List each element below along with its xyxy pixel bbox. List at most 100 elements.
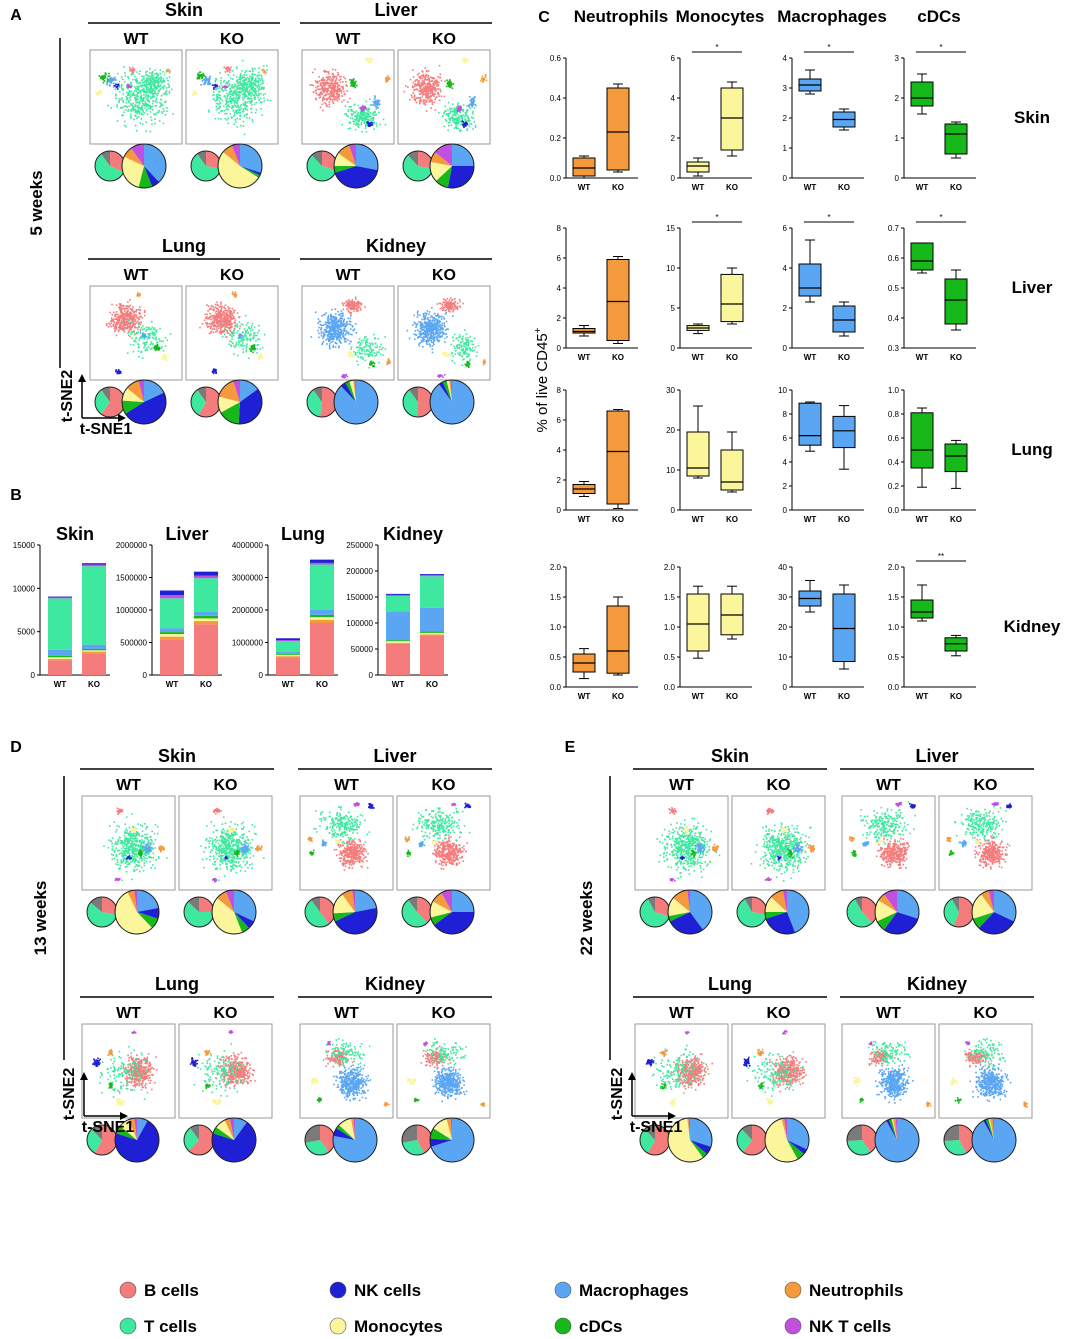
tsne-dot [337, 327, 339, 329]
tsne-dot [121, 318, 124, 321]
tsne-dot [143, 336, 146, 338]
tsne-dot [446, 79, 448, 81]
tsne-dot [134, 86, 136, 88]
tsne-dot [333, 97, 336, 99]
tsne-dot [138, 89, 140, 91]
tsne-dot [439, 76, 441, 79]
tsne-dot [134, 124, 137, 127]
tsne-dot [417, 82, 420, 85]
tsne-dot [239, 90, 242, 93]
tsne-dot [242, 339, 245, 341]
tsne-dot [145, 87, 148, 90]
tsne-dot [436, 326, 438, 329]
tsne-dot [423, 326, 425, 329]
tsne-dot [130, 104, 132, 106]
tsne-dot [140, 94, 143, 96]
tsne-dot [345, 300, 348, 303]
tsne-dot [223, 314, 226, 317]
tsne-dot [350, 113, 353, 115]
tsne-dot [210, 323, 212, 326]
tsne-dot [160, 111, 163, 113]
pie-slice [240, 166, 261, 176]
tsne-dot [333, 331, 335, 334]
tsne-dot [226, 92, 228, 95]
tsne-dot [338, 333, 340, 336]
tsne-dot [325, 103, 327, 105]
tsne-dot [219, 72, 221, 74]
tsne-dot [412, 86, 415, 89]
tsne-dot [436, 81, 438, 83]
tsne-dot [322, 96, 325, 98]
tsne-dot [421, 70, 423, 72]
tsne-dot [116, 104, 118, 106]
tsne-dot [430, 84, 432, 86]
tsne-dot [130, 321, 132, 323]
tsne-dot [237, 336, 240, 339]
tsne-dot [468, 117, 470, 120]
tsne-dot [220, 303, 222, 305]
tsne-dot [339, 334, 342, 336]
tsne-dot [232, 316, 234, 319]
tsne-dot [155, 92, 157, 95]
tsne-dot [127, 305, 129, 307]
tsne-dot [249, 102, 252, 104]
tsne-dot [154, 329, 157, 331]
tsne-dot [241, 331, 244, 333]
tsne-dot [202, 72, 205, 75]
tsne-dot [147, 89, 149, 91]
tsne-dot [236, 326, 238, 328]
tsne-dot [358, 301, 360, 304]
tsne-dot [148, 105, 150, 107]
tsne-dot [337, 74, 339, 76]
tsne-dot [456, 119, 458, 121]
tsne-dot [215, 88, 217, 90]
tsne-dot [332, 322, 334, 325]
tsne-dot [348, 353, 351, 356]
tsne-dot [234, 291, 237, 293]
tsne-dot [317, 94, 320, 96]
tsne-dot [242, 99, 244, 101]
tsne-dot [115, 95, 117, 97]
tsne-dot [128, 105, 131, 107]
tsne-dot [251, 87, 254, 89]
tsne-dot [129, 307, 132, 310]
tsne-dot [221, 89, 224, 91]
tsne-dot [233, 327, 236, 330]
tsne-dot [216, 98, 219, 101]
tsne-dot [248, 92, 250, 95]
tsne-dot [343, 337, 346, 340]
tsne-dot [330, 320, 333, 322]
tsne-dot [369, 345, 372, 347]
tsne-dot [146, 74, 148, 76]
tsne-dot [129, 113, 132, 116]
tsne-dot [331, 98, 333, 101]
tsne-dot [203, 81, 206, 84]
tsne-dot [342, 308, 345, 311]
tsne-dot [333, 327, 335, 329]
tsne-dot [250, 87, 253, 89]
tsne-dot [413, 96, 416, 98]
tsne-dot [242, 337, 245, 340]
tsne-dot [232, 110, 235, 112]
tsne-dot [318, 336, 320, 339]
tsne-dot [251, 86, 254, 88]
tsne-dot [98, 75, 101, 77]
pie-slice [190, 153, 221, 181]
tsne-dot [340, 310, 343, 312]
tsne-dot [355, 305, 358, 307]
tsne-dot [373, 102, 376, 104]
tsne-dot [154, 77, 157, 79]
tsne-dot [161, 82, 163, 84]
tsne-dot [315, 97, 317, 100]
tsne-dot [219, 321, 221, 324]
tsne-dot [239, 105, 242, 108]
tsne-dot [343, 376, 345, 379]
tsne-dot [122, 305, 124, 307]
tsne-dot [340, 312, 342, 315]
tsne-dot [431, 86, 434, 88]
tsne-dot [97, 92, 100, 95]
pie-slice [240, 380, 258, 402]
tsne-dot [226, 311, 228, 314]
tsne-dot [232, 86, 235, 88]
tsne-dot [158, 85, 160, 88]
